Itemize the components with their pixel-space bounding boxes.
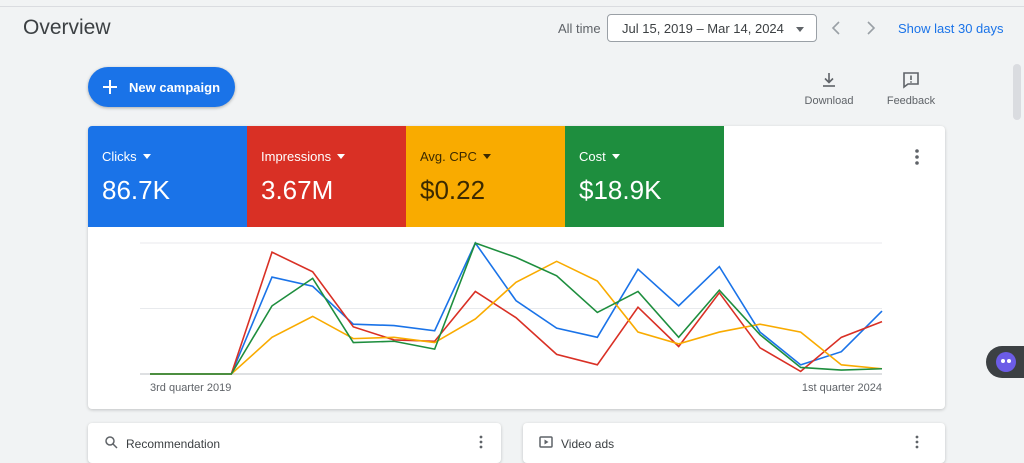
date-range-picker[interactable]: Jul 15, 2019 – Mar 14, 2024 — [607, 14, 817, 42]
dropdown-caret-icon — [337, 154, 346, 159]
chart-x-tick-label: 1st quarter 2024 — [802, 382, 882, 394]
chart-series-line-1 — [150, 251, 883, 375]
performance-card: Clicks 86.7K Impressions 3.67M Avg. CPC … — [88, 126, 945, 409]
chevron-left-icon — [831, 21, 840, 35]
download-button[interactable]: Download — [800, 70, 858, 107]
new-campaign-button[interactable]: New campaign — [88, 67, 235, 107]
chart-series-lines — [150, 241, 883, 375]
next-period-button[interactable] — [859, 17, 881, 39]
scrollbar-thumb[interactable] — [1013, 64, 1021, 120]
date-range-value: Jul 15, 2019 – Mar 14, 2024 — [622, 21, 784, 36]
metric-tile-impressions[interactable]: Impressions 3.67M — [247, 126, 406, 227]
all-time-label: All time — [558, 21, 601, 36]
metric-tile-clicks[interactable]: Clicks 86.7K — [88, 126, 247, 227]
chart-x-labels: 3rd quarter 2019 1st quarter 2024 — [150, 382, 882, 394]
performance-line-chart: 3rd quarter 2019 1st quarter 2024 — [140, 241, 883, 394]
scrollbar-track[interactable] — [1010, 50, 1024, 444]
metric-value: 3.67M — [261, 175, 334, 205]
chart-series-line-3 — [150, 241, 883, 375]
metric-value: $18.9K — [579, 175, 662, 205]
metric-tile-cost[interactable]: Cost $18.9K — [565, 126, 724, 227]
chart-series-line-2 — [150, 260, 883, 375]
top-divider — [0, 6, 1024, 7]
recommendation-card[interactable]: Recommendation — [88, 423, 501, 463]
page-title: Overview — [23, 16, 111, 39]
metric-name: Avg. CPC — [420, 149, 477, 164]
chart-x-tick-label: 3rd quarter 2019 — [150, 382, 231, 394]
search-icon — [105, 436, 118, 449]
feedback-icon — [903, 72, 919, 89]
metric-name: Clicks — [102, 149, 137, 164]
dropdown-caret-icon — [142, 154, 151, 159]
metric-tile-avg-cpc[interactable]: Avg. CPC $0.22 — [406, 126, 565, 227]
download-label: Download — [804, 95, 854, 107]
video-ads-card[interactable]: Video ads — [523, 423, 945, 463]
card-title: Video ads — [561, 437, 615, 451]
chart-gridlines — [140, 242, 882, 375]
card-title: Recommendation — [126, 437, 221, 451]
feedback-label: Feedback — [886, 95, 936, 107]
chevron-right-icon — [867, 21, 876, 35]
feedback-button[interactable]: Feedback — [883, 70, 939, 107]
more-options-icon[interactable] — [478, 435, 484, 449]
assistant-face-icon — [996, 352, 1016, 372]
previous-period-button[interactable] — [826, 17, 848, 39]
metric-value: $0.22 — [420, 175, 486, 205]
metric-name: Impressions — [261, 149, 332, 164]
dropdown-caret-icon — [796, 27, 804, 32]
video-icon — [539, 436, 553, 448]
download-icon — [823, 73, 835, 87]
assistant-extension-button[interactable] — [986, 346, 1024, 378]
plus-icon — [103, 80, 117, 94]
show-last-30-days-link[interactable]: Show last 30 days — [898, 21, 1004, 36]
dropdown-caret-icon — [611, 154, 620, 159]
metric-name: Cost — [579, 149, 606, 164]
more-options-icon[interactable] — [914, 435, 920, 449]
chart-series-line-0 — [150, 241, 883, 375]
metric-value: 86.7K — [102, 175, 170, 205]
new-campaign-label: New campaign — [129, 80, 221, 95]
more-options-icon[interactable] — [912, 148, 922, 166]
dropdown-caret-icon — [482, 154, 491, 159]
